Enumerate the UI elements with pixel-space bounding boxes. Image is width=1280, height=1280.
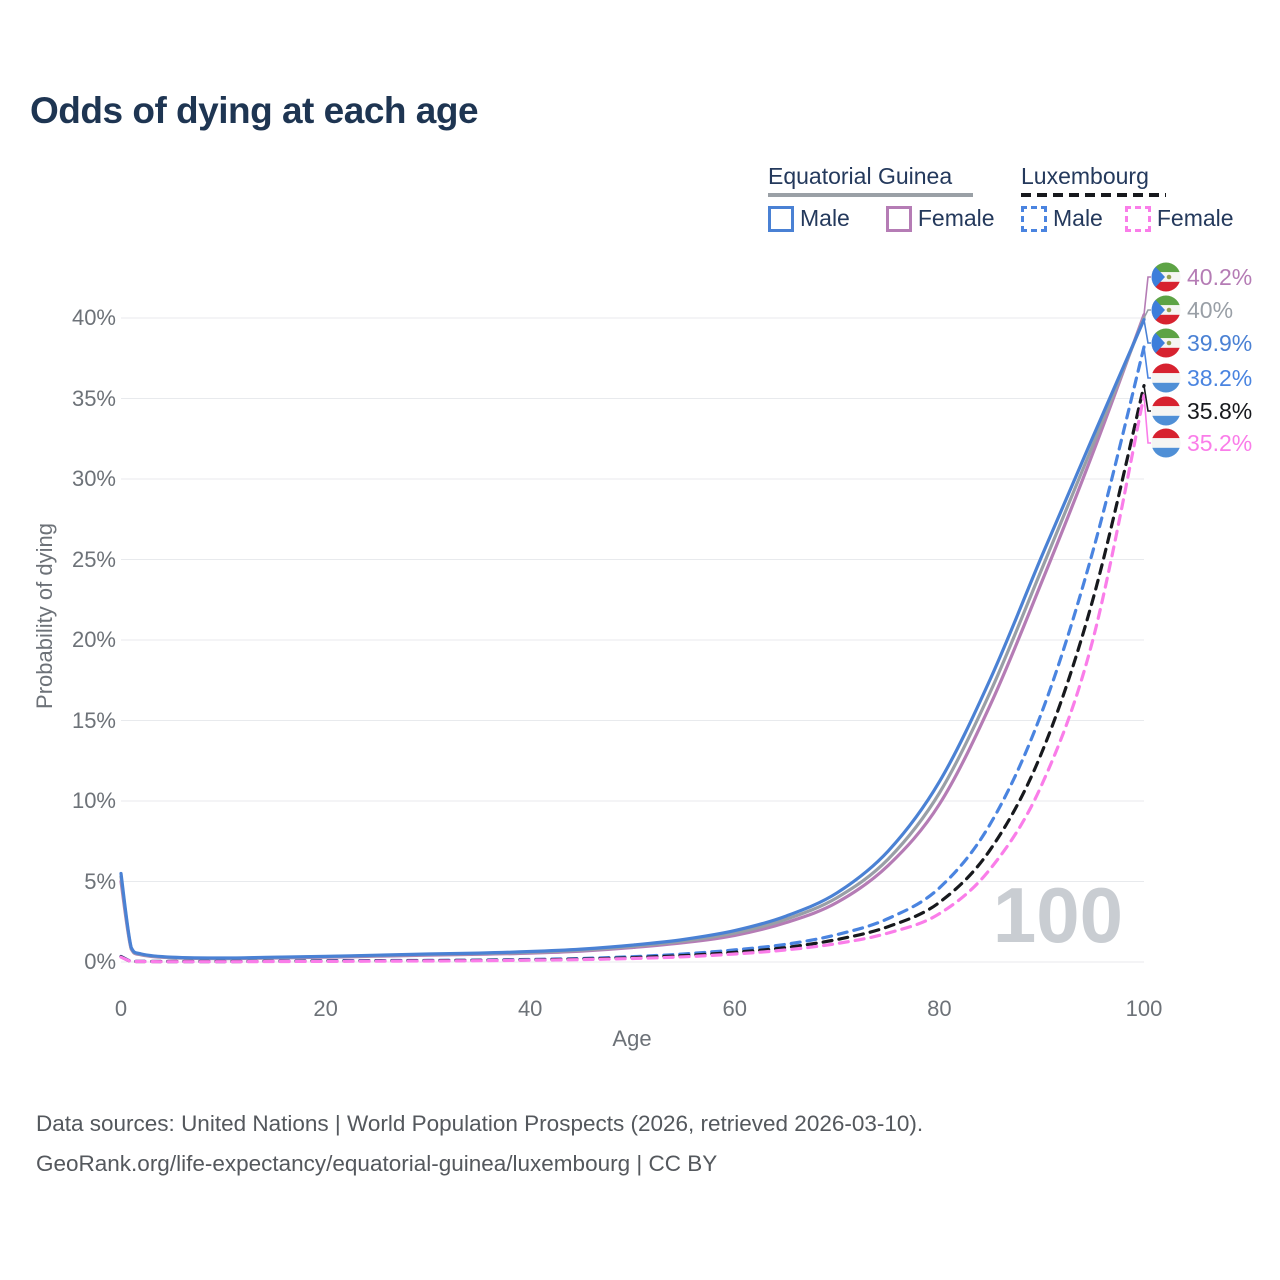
equatorial-guinea-flag-icon [1151, 295, 1181, 325]
legend-items-luxembourg: Male Female [1021, 205, 1234, 232]
luxembourg-flag-icon [1151, 428, 1181, 458]
x-axis-tick-label: 0 [114, 996, 128, 1021]
legend-item-label: Female [917, 205, 995, 231]
equatorial-guinea-flag-icon [1151, 328, 1181, 358]
legend-item-lux-male[interactable]: Male [1021, 205, 1103, 232]
lux-female-swatch-icon [1124, 205, 1151, 232]
hover-age-watermark: 100 [993, 871, 1123, 959]
equatorial-guinea-flag-icon [1151, 262, 1181, 292]
end-label-value: 35.2% [1187, 429, 1253, 456]
luxembourg-flag-icon [1151, 363, 1181, 393]
legend-solid-line-sample [768, 193, 973, 197]
end-label-leader-line [1143, 395, 1151, 444]
end-label-leader-line [1143, 309, 1151, 319]
y-axis-tick-label: 5% [84, 868, 116, 894]
legend-item-label: Male [1053, 205, 1103, 231]
x-axis-tick-label: 20 [313, 996, 338, 1021]
legend-group-equatorial-guinea: Equatorial Guinea [768, 163, 973, 197]
end-label-leader-line [1143, 319, 1151, 344]
y-axis-tick-label: 25% [71, 546, 116, 572]
end-label-leader-line [1143, 346, 1151, 379]
end-label-leader-line [1143, 385, 1151, 412]
x-axis-tick-label: 100 [1125, 996, 1163, 1021]
legend-items-equatorial-guinea: Male Female [768, 205, 995, 232]
footer: Data sources: United Nations | World Pop… [36, 1104, 923, 1184]
series-line-equatorial-guinea-female [119, 313, 1146, 961]
legend-item-eg-female[interactable]: Female [885, 205, 995, 232]
end-label-row: 40.2% [1151, 261, 1252, 293]
end-label-leader-line [1143, 276, 1151, 315]
legend-group-title: Luxembourg [1021, 163, 1149, 189]
y-axis-tick-label: 40% [71, 305, 116, 330]
legend-item-eg-male[interactable]: Male [768, 205, 850, 232]
x-axis-tick-label: 40 [517, 996, 543, 1021]
luxembourg-flag-icon [1151, 396, 1181, 426]
legend-group-title: Equatorial Guinea [768, 163, 953, 189]
end-label-row: 38.2% [1151, 362, 1252, 394]
lux-male-swatch-icon [1021, 205, 1047, 232]
end-label-value: 39.9% [1187, 329, 1253, 356]
y-axis-tick-label: 35% [71, 385, 116, 411]
legend-item-label: Female [1156, 205, 1234, 231]
end-label-value: 40% [1187, 296, 1234, 323]
page-title: Odds of dying at each age [30, 90, 479, 131]
x-axis-title: Age [612, 1026, 652, 1051]
y-axis-tick-label: 0% [84, 949, 116, 974]
legend-group-luxembourg: Luxembourg [1021, 163, 1166, 197]
y-axis-tick-label: 30% [71, 466, 116, 491]
series-line-luxembourg-female [119, 393, 1146, 964]
end-label-value: 40.2% [1187, 263, 1253, 290]
end-label-row: 39.9% [1151, 327, 1252, 359]
series-line-luxembourg-both [119, 384, 1146, 964]
x-axis-tick-label: 60 [722, 996, 748, 1021]
end-label-row: 35.8% [1151, 395, 1252, 427]
eg-female-swatch-icon [885, 205, 912, 232]
end-label-row: 40% [1151, 294, 1233, 326]
series-line-luxembourg-male [119, 345, 1146, 964]
y-axis-tick-label: 10% [71, 788, 116, 813]
legend-item-label: Male [800, 205, 850, 231]
y-axis-tick-label: 15% [71, 707, 116, 733]
footer-source-line: Data sources: United Nations | World Pop… [36, 1111, 924, 1136]
x-axis-tick-label: 80 [927, 996, 952, 1021]
legend-item-lux-female[interactable]: Female [1124, 205, 1234, 232]
series-line-equatorial-guinea-both [119, 316, 1146, 960]
end-label-row: 35.2% [1151, 427, 1252, 459]
end-label-value: 35.8% [1187, 397, 1253, 424]
end-label-value: 38.2% [1187, 364, 1253, 391]
y-axis-tick-label: 20% [71, 627, 116, 652]
eg-male-swatch-icon [768, 205, 794, 232]
footer-url-line: GeoRank.org/life-expectancy/equatorial-g… [36, 1151, 718, 1176]
legend-dashed-line-sample [1021, 193, 1166, 197]
series-line-equatorial-guinea-male [119, 318, 1146, 960]
